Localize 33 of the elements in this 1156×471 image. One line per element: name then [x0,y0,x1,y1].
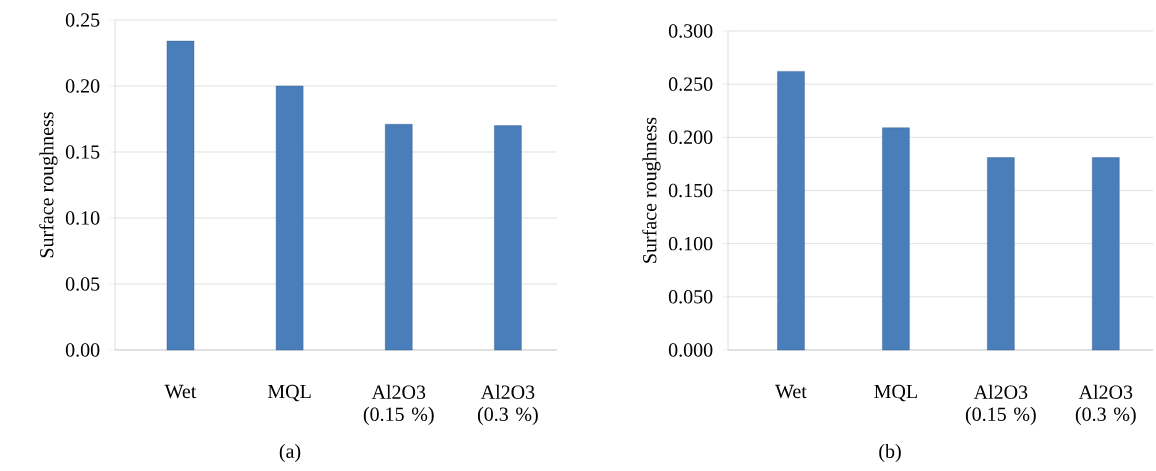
x-tick-label: MQL [267,384,311,402]
y-tick-label: 0.20 [65,79,100,93]
y-axis-title: Surface roughness [39,112,58,258]
x-tick-label: Wet [164,384,197,399]
y-tick-label: 0.15 [65,145,100,159]
bar [494,125,522,351]
y-tick-label: 0.200 [668,130,713,145]
bar [166,40,195,351]
y-tick-label: 0.050 [668,290,713,304]
y-tick-label: 0.00 [65,343,100,357]
y-tick-label: 0.000 [668,343,713,357]
x-tick-label: Al2O3 (0.3 %) [1075,384,1136,425]
text: (a) [279,443,301,463]
bar [882,127,910,351]
x-tick-label: Wet [775,384,807,399]
y-tick-label: 0.25 [65,13,100,27]
x-tick-label: Al2O3 (0.15 %) [363,384,434,425]
y-tick-label: 0.100 [668,236,713,251]
y-tick-label: 0.250 [668,77,713,91]
x-tick-label: MQL [874,384,917,402]
bar [777,71,805,351]
x-tick-label: Al2O3 (0.15 %) [965,384,1036,425]
y-tick-label: 0.300 [668,24,713,38]
bar [275,85,304,351]
x-tick-label: Al2O3 (0.3 %) [477,384,538,425]
y-tick-label: 0.150 [668,183,713,198]
y-tick-label: 0.10 [65,211,100,225]
bar [1092,157,1120,351]
bar [385,124,413,351]
text: (b) [879,443,901,463]
bar [987,157,1015,351]
y-tick-label: 0.05 [65,277,100,291]
y-axis-title: Surface roughness [642,117,661,263]
